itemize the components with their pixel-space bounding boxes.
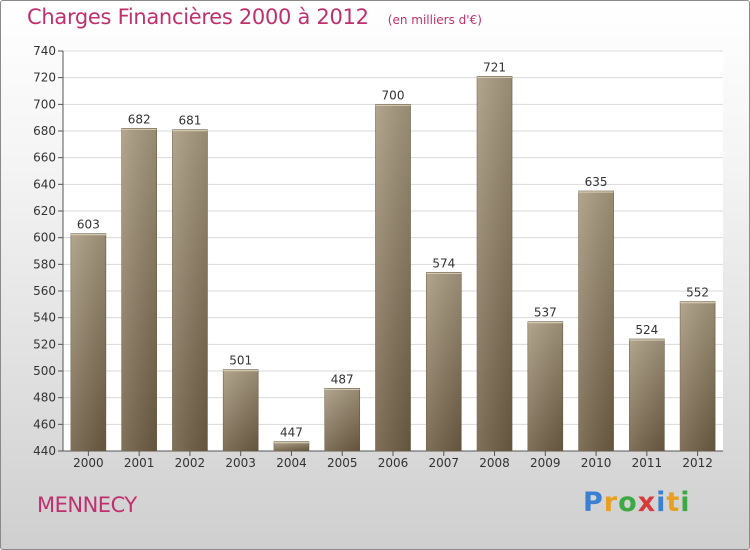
x-tick-label: 2009 — [530, 456, 561, 470]
bar-shade — [426, 272, 462, 451]
y-tick-label: 480 — [33, 391, 56, 405]
y-tick-label: 580 — [33, 257, 56, 271]
bar-value-label: 682 — [128, 112, 151, 126]
y-tick-label: 700 — [33, 97, 56, 111]
x-tick-label: 2006 — [378, 456, 409, 470]
y-tick-label: 680 — [33, 124, 56, 138]
bar-value-label: 552 — [686, 286, 709, 300]
y-tick-label: 720 — [33, 71, 56, 85]
bar-value-label: 524 — [635, 323, 658, 337]
bar-value-label: 603 — [77, 218, 100, 232]
x-tick-label: 2002 — [175, 456, 206, 470]
bar-value-label: 721 — [483, 60, 506, 74]
x-tick-label: 2004 — [276, 456, 307, 470]
bar-value-label: 635 — [585, 175, 608, 189]
x-tick-label: 2000 — [73, 456, 104, 470]
bar-value-label: 537 — [534, 306, 557, 320]
x-tick-label: 2007 — [428, 456, 459, 470]
bar-shade — [121, 128, 157, 451]
bar-shade — [273, 441, 309, 451]
bar-shade — [578, 191, 614, 451]
proxiti-logo[interactable]: Proxiti — [583, 487, 691, 518]
logo-letter: i — [656, 487, 667, 518]
bar-shade — [70, 233, 106, 451]
logo-letter: r — [603, 487, 619, 518]
logo-letter: t — [666, 487, 681, 518]
x-tick-label: 2012 — [682, 456, 713, 470]
bar-value-label: 501 — [229, 354, 252, 368]
y-tick-label: 440 — [33, 444, 56, 458]
bar-value-label: 487 — [331, 372, 354, 386]
bar-value-label: 447 — [280, 426, 303, 440]
bar-shade — [527, 321, 563, 451]
y-tick-label: 520 — [33, 337, 56, 351]
bar-shade — [680, 301, 716, 451]
city-name: MENNECY — [37, 493, 137, 517]
x-tick-label: 2001 — [124, 456, 155, 470]
x-tick-label: 2010 — [581, 456, 612, 470]
bar-shade — [172, 129, 208, 451]
y-tick-label: 640 — [33, 177, 56, 191]
logo-letter: P — [583, 487, 604, 518]
bar-value-label: 574 — [432, 256, 455, 270]
logo-letter: i — [680, 487, 691, 518]
y-tick-label: 740 — [33, 44, 56, 58]
x-tick-label: 2003 — [225, 456, 256, 470]
y-tick-label: 600 — [33, 231, 56, 245]
y-tick-label: 620 — [33, 204, 56, 218]
bar-value-label: 700 — [382, 88, 405, 102]
bar-shade — [477, 76, 513, 451]
bar-shade — [223, 369, 259, 451]
y-tick-label: 460 — [33, 417, 56, 431]
y-tick-label: 560 — [33, 284, 56, 298]
bar-shade — [375, 104, 411, 451]
bar-value-label: 681 — [178, 114, 201, 128]
x-tick-label: 2008 — [479, 456, 510, 470]
chart-unit: (en milliers d'€) — [387, 13, 482, 27]
chart-title: Charges Financières 2000 à 2012 — [27, 5, 369, 29]
y-tick-label: 500 — [33, 364, 56, 378]
bar-shade — [324, 388, 360, 451]
y-tick-label: 540 — [33, 311, 56, 325]
logo-letter: o — [618, 487, 638, 518]
bar-shade — [629, 339, 665, 451]
x-tick-label: 2011 — [632, 456, 663, 470]
title-row: Charges Financières 2000 à 2012 (en mill… — [27, 5, 482, 29]
logo-letter: x — [637, 487, 657, 518]
y-tick-label: 660 — [33, 151, 56, 165]
x-tick-label: 2005 — [327, 456, 358, 470]
